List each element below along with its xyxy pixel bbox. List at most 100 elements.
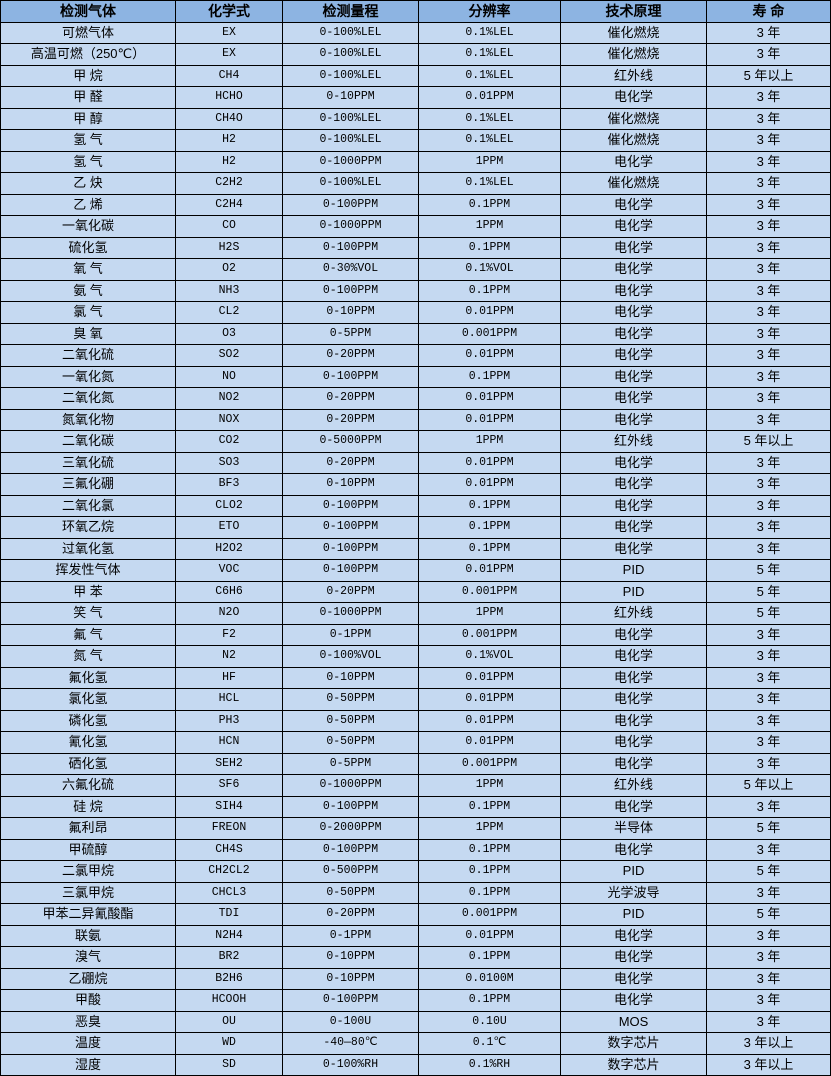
cell-gas-name: 氮 气: [0, 645, 176, 668]
cell-chemical-formula: BF3: [175, 473, 283, 496]
cell-lifespan: 3 年: [706, 709, 831, 732]
cell-gas-name: 乙 烯: [0, 193, 176, 216]
table-row: 氟化氢 HF 0-10PPM 0.01PPM 电化学 3 年: [0, 666, 831, 689]
table-row: 氢 气 H2 0-100%LEL 0.1%LEL 催化燃烧 3 年: [0, 129, 831, 152]
cell-gas-name: 氢 气: [0, 150, 176, 173]
table-row: 甲 醇 CH4O 0-100%LEL 0.1%LEL 催化燃烧 3 年: [0, 107, 831, 130]
cell-resolution: 0.1PPM: [418, 494, 561, 517]
cell-detection-range: 0-100PPM: [282, 559, 419, 582]
cell-gas-name: 二氧化碳: [0, 430, 176, 453]
cell-gas-name: 一氧化氮: [0, 365, 176, 388]
cell-resolution: 0.001PPM: [418, 903, 561, 926]
table-row: 甲 醛 HCHO 0-10PPM 0.01PPM 电化学 3 年: [0, 86, 831, 109]
cell-principle: 电化学: [560, 451, 707, 474]
cell-lifespan: 3 年: [706, 365, 831, 388]
cell-chemical-formula: H2: [175, 150, 283, 173]
cell-detection-range: 0-50PPM: [282, 881, 419, 904]
cell-gas-name: 温度: [0, 1032, 176, 1055]
cell-lifespan: 3 年以上: [706, 1053, 831, 1076]
cell-gas-name: 甲苯二异氰酸酯: [0, 903, 176, 926]
cell-resolution: 0.01PPM: [418, 559, 561, 582]
cell-resolution: 0.1PPM: [418, 989, 561, 1012]
table-row: 六氟化硫 SF6 0-1000PPM 1PPM 红外线 5 年以上: [0, 774, 831, 797]
cell-chemical-formula: O3: [175, 322, 283, 345]
cell-gas-name: 硫化氢: [0, 236, 176, 259]
cell-resolution: 0.1%VOL: [418, 258, 561, 281]
cell-gas-name: 二氧化硫: [0, 344, 176, 367]
cell-principle: 电化学: [560, 924, 707, 947]
header-resolution: 分辨率: [418, 0, 561, 23]
cell-detection-range: 0-100%RH: [282, 1053, 419, 1076]
cell-principle: 电化学: [560, 989, 707, 1012]
cell-resolution: 1PPM: [418, 817, 561, 840]
table-row: 乙硼烷 B2H6 0-10PPM 0.0100M 电化学 3 年: [0, 967, 831, 990]
cell-lifespan: 3 年: [706, 494, 831, 517]
cell-gas-name: 氢 气: [0, 129, 176, 152]
cell-detection-range: 0-100PPM: [282, 279, 419, 302]
cell-chemical-formula: NO: [175, 365, 283, 388]
table-row: 溴气 BR2 0-10PPM 0.1PPM 电化学 3 年: [0, 946, 831, 969]
table-row: 氮氧化物 NOX 0-20PPM 0.01PPM 电化学 3 年: [0, 408, 831, 431]
cell-resolution: 0.1PPM: [418, 279, 561, 302]
cell-resolution: 0.001PPM: [418, 623, 561, 646]
cell-gas-name: 挥发性气体: [0, 559, 176, 582]
cell-resolution: 1PPM: [418, 430, 561, 453]
cell-gas-name: 二氧化氯: [0, 494, 176, 517]
cell-resolution: 0.1PPM: [418, 881, 561, 904]
cell-lifespan: 3 年: [706, 989, 831, 1012]
table-row: 氯 气 CL2 0-10PPM 0.01PPM 电化学 3 年: [0, 301, 831, 324]
cell-chemical-formula: CL2: [175, 301, 283, 324]
table-row: 过氧化氢 H2O2 0-100PPM 0.1PPM 电化学 3 年: [0, 537, 831, 560]
table-row: 氯化氢 HCL 0-50PPM 0.01PPM 电化学 3 年: [0, 688, 831, 711]
cell-gas-name: 二氧化氮: [0, 387, 176, 410]
cell-chemical-formula: SF6: [175, 774, 283, 797]
table-row: 臭 氧 O3 0-5PPM 0.001PPM 电化学 3 年: [0, 322, 831, 345]
table-row: 甲酸 HCOOH 0-100PPM 0.1PPM 电化学 3 年: [0, 989, 831, 1012]
table-row: 挥发性气体 VOC 0-100PPM 0.01PPM PID 5 年: [0, 559, 831, 582]
cell-gas-name: 过氧化氢: [0, 537, 176, 560]
table-row: 氧 气 O2 0-30%VOL 0.1%VOL 电化学 3 年: [0, 258, 831, 281]
cell-detection-range: 0-50PPM: [282, 709, 419, 732]
cell-resolution: 0.1PPM: [418, 946, 561, 969]
cell-gas-name: 湿度: [0, 1053, 176, 1076]
cell-principle: 数字芯片: [560, 1053, 707, 1076]
header-gas-name: 检测气体: [0, 0, 176, 23]
table-row: 硫化氢 H2S 0-100PPM 0.1PPM 电化学 3 年: [0, 236, 831, 259]
cell-gas-name: 磷化氢: [0, 709, 176, 732]
cell-lifespan: 3 年以上: [706, 1032, 831, 1055]
cell-gas-name: 臭 氧: [0, 322, 176, 345]
cell-chemical-formula: VOC: [175, 559, 283, 582]
cell-resolution: 0.1PPM: [418, 516, 561, 539]
cell-detection-range: 0-10PPM: [282, 967, 419, 990]
table-row: 联氨 N2H4 0-1PPM 0.01PPM 电化学 3 年: [0, 924, 831, 947]
cell-principle: MOS: [560, 1010, 707, 1033]
cell-gas-name: 氮氧化物: [0, 408, 176, 431]
table-row: 氟利昂 FREON 0-2000PPM 1PPM 半导体 5 年: [0, 817, 831, 840]
cell-detection-range: 0-20PPM: [282, 387, 419, 410]
cell-chemical-formula: C2H4: [175, 193, 283, 216]
cell-lifespan: 3 年: [706, 43, 831, 66]
cell-detection-range: 0-20PPM: [282, 903, 419, 926]
cell-detection-range: -40—80℃: [282, 1032, 419, 1055]
cell-chemical-formula: NH3: [175, 279, 283, 302]
cell-gas-name: 六氟化硫: [0, 774, 176, 797]
cell-principle: 催化燃烧: [560, 172, 707, 195]
cell-chemical-formula: SEH2: [175, 752, 283, 775]
cell-resolution: 0.01PPM: [418, 666, 561, 689]
cell-resolution: 0.1%LEL: [418, 172, 561, 195]
cell-gas-name: 三氯甲烷: [0, 881, 176, 904]
cell-gas-name: 氯 气: [0, 301, 176, 324]
cell-principle: 电化学: [560, 838, 707, 861]
cell-gas-name: 甲硫醇: [0, 838, 176, 861]
table-row: 一氧化氮 NO 0-100PPM 0.1PPM 电化学 3 年: [0, 365, 831, 388]
cell-resolution: 0.1PPM: [418, 795, 561, 818]
cell-principle: 红外线: [560, 64, 707, 87]
cell-gas-name: 乙 炔: [0, 172, 176, 195]
table-row: 磷化氢 PH3 0-50PPM 0.01PPM 电化学 3 年: [0, 709, 831, 732]
cell-resolution: 1PPM: [418, 774, 561, 797]
cell-principle: 电化学: [560, 86, 707, 109]
table-row: 二氧化氮 NO2 0-20PPM 0.01PPM 电化学 3 年: [0, 387, 831, 410]
cell-lifespan: 3 年: [706, 129, 831, 152]
table-row: 二氯甲烷 CH2CL2 0-500PPM 0.1PPM PID 5 年: [0, 860, 831, 883]
cell-chemical-formula: N2H4: [175, 924, 283, 947]
